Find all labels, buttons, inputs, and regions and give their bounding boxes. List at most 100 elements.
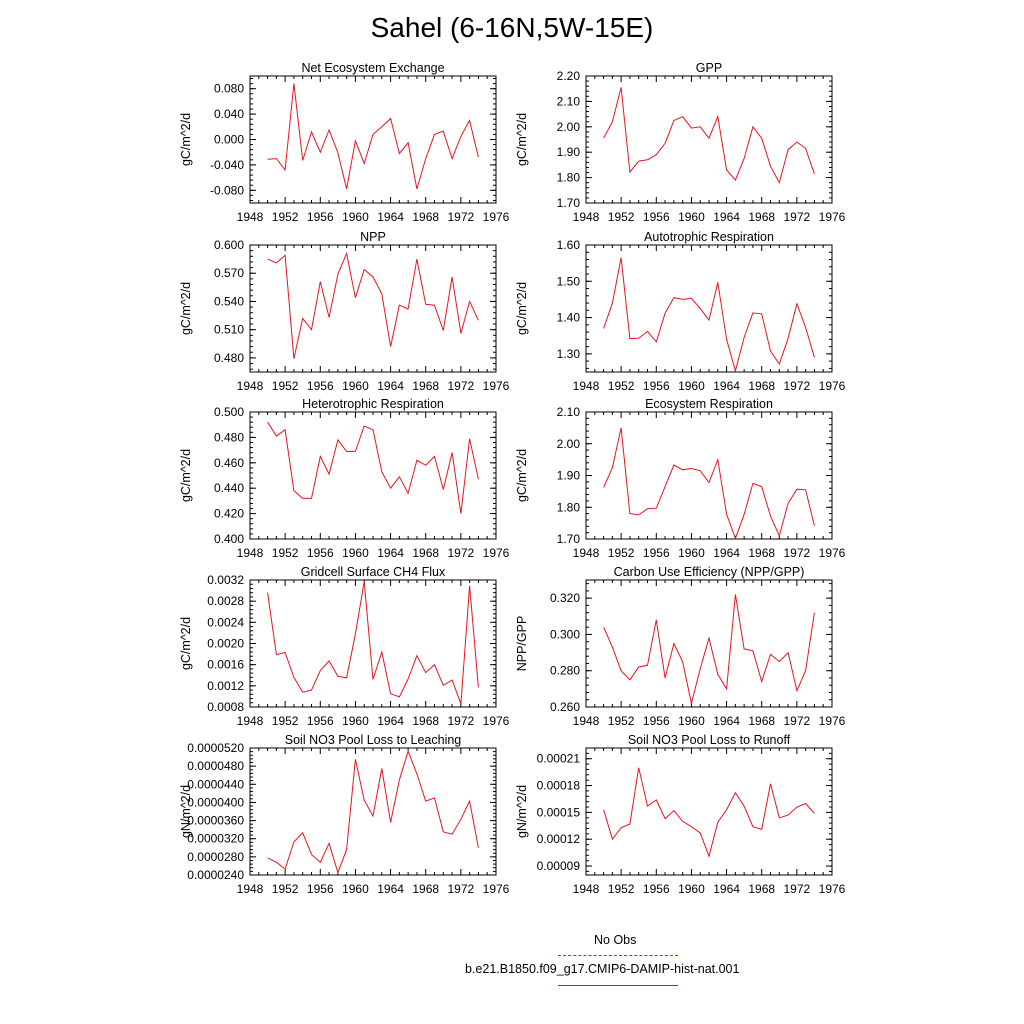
data-point xyxy=(612,839,613,840)
x-tick-label: 1960 xyxy=(678,714,705,728)
x-tick-label: 1976 xyxy=(483,379,510,393)
x-tick-label: 1964 xyxy=(377,210,404,224)
y-tick-label: 0.0000360 xyxy=(187,814,244,828)
panel-title: Gridcell Surface CH4 Flux xyxy=(301,565,446,579)
data-point xyxy=(761,829,762,830)
x-tick-label: 1968 xyxy=(748,210,775,224)
data-point xyxy=(629,823,630,824)
y-tick-label: 1.60 xyxy=(557,238,581,252)
x-tick-label: 1952 xyxy=(608,210,635,224)
y-tick-label: 1.90 xyxy=(557,145,581,159)
x-tick-label: 1956 xyxy=(643,714,670,728)
x-tick-label: 1960 xyxy=(342,714,369,728)
x-tick-label: 1952 xyxy=(608,714,635,728)
y-axis-label: gC/m^2/d xyxy=(179,617,193,670)
y-tick-label: 1.90 xyxy=(557,469,581,483)
x-tick-label: 1956 xyxy=(307,714,334,728)
panel-title: Heterotrophic Respiration xyxy=(302,397,444,411)
y-tick-label: 0.0020 xyxy=(207,637,244,651)
y-tick-label: 0.000 xyxy=(214,133,244,147)
y-axis-label: NPP/GPP xyxy=(515,616,529,672)
x-tick-label: 1952 xyxy=(272,379,299,393)
data-point xyxy=(708,856,709,857)
x-tick-label: 1976 xyxy=(819,210,846,224)
y-tick-label: 2.10 xyxy=(557,405,581,419)
x-tick-label: 1976 xyxy=(483,882,510,896)
x-tick-label: 1960 xyxy=(678,882,705,896)
x-tick-label: 1952 xyxy=(608,379,635,393)
series-line xyxy=(603,594,815,704)
x-tick-label: 1972 xyxy=(448,714,475,728)
series-line xyxy=(603,87,815,185)
data-point xyxy=(787,814,788,815)
y-tick-label: 2.20 xyxy=(557,69,581,83)
y-tick-label: 0.0012 xyxy=(207,679,244,693)
x-tick-label: 1972 xyxy=(448,882,475,896)
x-tick-label: 1972 xyxy=(784,379,811,393)
y-axis-label: gC/m^2/d xyxy=(179,449,193,502)
data-point xyxy=(691,826,692,827)
x-tick-label: 1948 xyxy=(237,210,264,224)
x-tick-label: 1964 xyxy=(377,714,404,728)
y-axis-label: gC/m^2/d xyxy=(179,113,193,166)
y-tick-label: 0.0024 xyxy=(207,615,244,629)
x-tick-label: 1964 xyxy=(377,546,404,560)
x-tick-label: 1964 xyxy=(713,546,740,560)
y-tick-label: 0.0000400 xyxy=(187,795,244,809)
y-axis-label: gN/m^2/d xyxy=(515,785,529,838)
y-tick-label: 0.0028 xyxy=(207,594,244,608)
y-tick-label: 0.510 xyxy=(214,323,244,337)
y-tick-label: 0.00015 xyxy=(537,805,581,819)
x-tick-label: 1956 xyxy=(643,379,670,393)
data-point xyxy=(779,817,780,818)
panel-title: Autotrophic Respiration xyxy=(644,230,774,244)
data-point xyxy=(796,806,797,807)
x-tick-label: 1968 xyxy=(748,714,775,728)
y-tick-label: 0.080 xyxy=(214,82,244,96)
panel-title: Ecosystem Respiration xyxy=(645,397,773,411)
data-point xyxy=(700,832,701,833)
y-tick-label: 0.400 xyxy=(214,532,244,546)
x-tick-label: 1968 xyxy=(748,882,775,896)
y-tick-label: 0.0000440 xyxy=(187,777,244,791)
x-tick-label: 1960 xyxy=(342,546,369,560)
x-tick-label: 1956 xyxy=(307,379,334,393)
y-tick-label: 0.320 xyxy=(550,591,580,605)
x-tick-label: 1956 xyxy=(307,882,334,896)
y-tick-label: 0.460 xyxy=(214,456,244,470)
x-tick-label: 1964 xyxy=(713,379,740,393)
y-tick-label: 0.00012 xyxy=(537,832,581,846)
x-tick-label: 1952 xyxy=(272,546,299,560)
x-tick-label: 1952 xyxy=(272,714,299,728)
x-tick-label: 1968 xyxy=(412,210,439,224)
data-point xyxy=(744,806,745,807)
data-point xyxy=(647,806,648,807)
x-tick-label: 1960 xyxy=(678,210,705,224)
x-tick-label: 1972 xyxy=(448,210,475,224)
series-line xyxy=(603,767,815,858)
x-tick-label: 1964 xyxy=(377,882,404,896)
data-point xyxy=(717,822,718,823)
series-line xyxy=(603,257,815,373)
data-point xyxy=(664,818,665,819)
y-tick-label: 0.440 xyxy=(214,481,244,495)
x-tick-label: 1960 xyxy=(342,882,369,896)
x-tick-label: 1964 xyxy=(713,714,740,728)
y-tick-label: 0.0008 xyxy=(207,700,244,714)
y-tick-label: 1.70 xyxy=(557,196,581,210)
x-tick-label: 1948 xyxy=(573,210,600,224)
y-axis-label: gC/m^2/d xyxy=(515,449,529,502)
x-tick-label: 1956 xyxy=(643,546,670,560)
y-tick-label: 2.10 xyxy=(557,94,581,108)
y-tick-label: 0.300 xyxy=(550,627,580,641)
x-tick-label: 1960 xyxy=(342,210,369,224)
y-tick-label: 0.540 xyxy=(214,294,244,308)
x-tick-label: 1956 xyxy=(643,210,670,224)
